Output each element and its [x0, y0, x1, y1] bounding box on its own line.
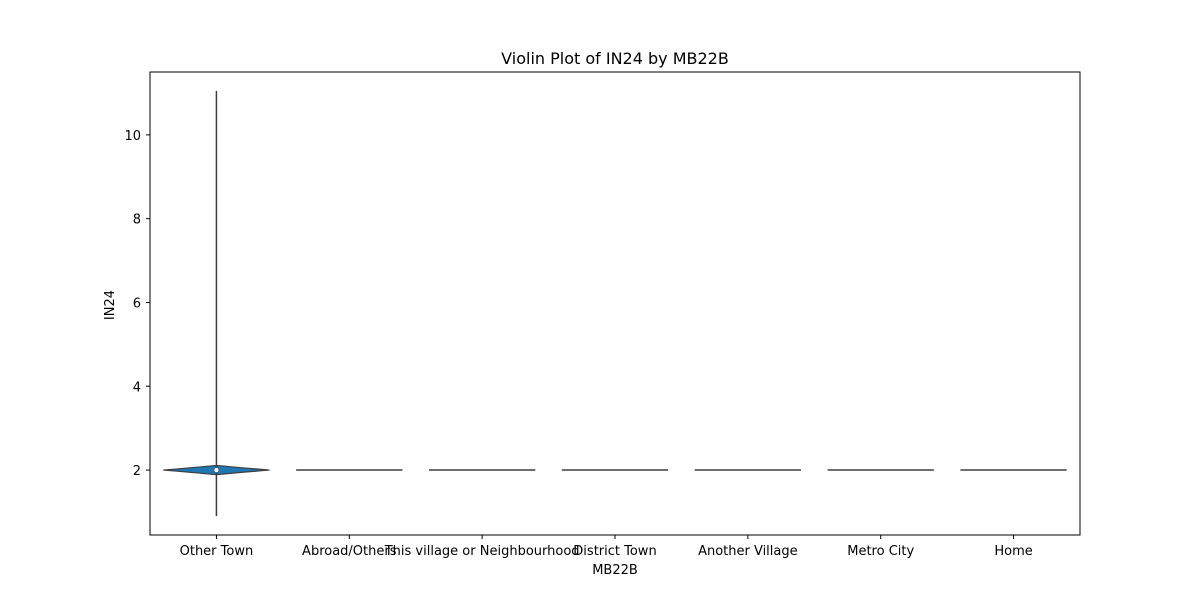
x-tick-label: Home — [994, 544, 1032, 559]
x-tick-label: Metro City — [847, 544, 914, 559]
y-tick-label: 2 — [133, 464, 141, 479]
x-axis-label: MB22B — [592, 563, 638, 578]
x-tick-label: Abroad/Others — [302, 544, 397, 559]
x-tick-label: This village or Neighbourhood — [384, 544, 580, 559]
chart-title: Violin Plot of IN24 by MB22B — [501, 49, 729, 68]
x-tick-label: Another Village — [698, 544, 798, 559]
y-tick-label: 6 — [133, 296, 141, 311]
x-tick-label: District Town — [573, 544, 656, 559]
y-tick-label: 10 — [124, 129, 141, 144]
plot-area — [163, 90, 1067, 517]
violin-group — [163, 90, 270, 517]
x-tick-label: Other Town — [180, 544, 254, 559]
y-tick-label: 8 — [133, 213, 141, 228]
y-axis-label: IN24 — [103, 290, 118, 320]
violin-median — [214, 467, 219, 473]
y-tick-label: 4 — [133, 380, 141, 395]
